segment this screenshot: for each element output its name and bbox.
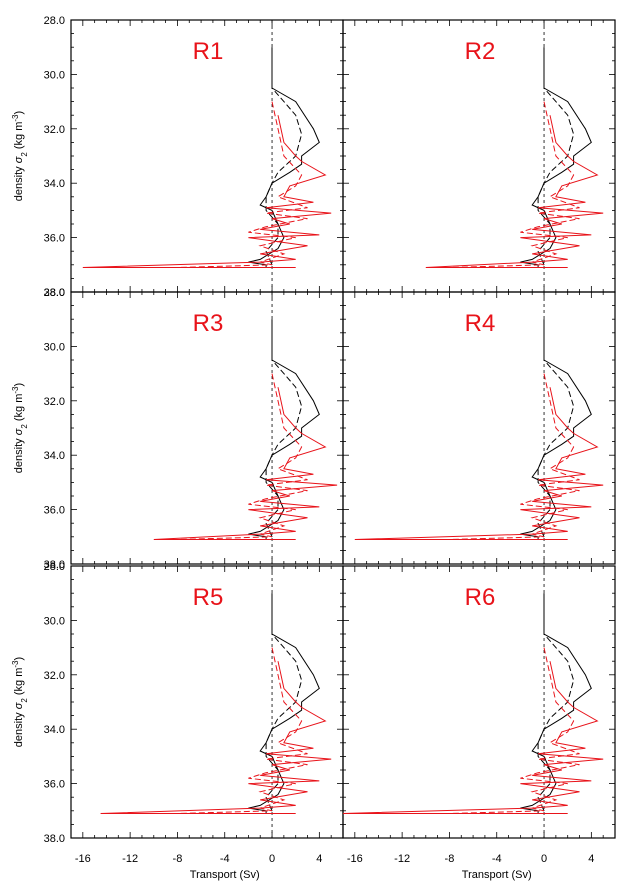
x-tick-label: 4 bbox=[588, 853, 594, 865]
panel-title: R5 bbox=[193, 584, 224, 611]
series-line-black-solid bbox=[248, 319, 320, 540]
panel-r5: 28.0 30.0 32.0 34.0 36.0 38.0 density σ2 (kg m… bbox=[11, 561, 344, 881]
series-line-red-dashed bbox=[177, 373, 308, 540]
y-tick-label: 34.0 bbox=[44, 178, 65, 190]
y-tick-label: 38.0 bbox=[44, 833, 65, 845]
y-tick-label: 36.0 bbox=[44, 233, 65, 245]
series-line-red-dashed bbox=[449, 373, 580, 540]
y-tick-label: 28.0 bbox=[44, 15, 65, 27]
panel-r2: R2 bbox=[342, 19, 616, 293]
series-line-black-dashed bbox=[537, 319, 575, 540]
panel-title: R3 bbox=[193, 310, 224, 337]
series-line-red-dashed bbox=[449, 101, 580, 268]
x-tick-label: 4 bbox=[316, 853, 322, 865]
y-tick-label: 34.0 bbox=[44, 724, 65, 736]
series-line-red-solid bbox=[100, 661, 332, 814]
panel-title: R2 bbox=[465, 38, 496, 65]
y-tick-label: 30.0 bbox=[44, 615, 65, 627]
y-tick-label: 36.0 bbox=[44, 779, 65, 791]
y-tick-label: 32.0 bbox=[44, 124, 65, 136]
x-tick-label: -4 bbox=[492, 853, 502, 865]
series-line-black-solid bbox=[248, 593, 320, 814]
panel-title: R4 bbox=[465, 310, 496, 337]
panel-r4: R4 bbox=[342, 291, 616, 565]
series-line-black-solid bbox=[520, 47, 592, 268]
y-tick-label: 30.0 bbox=[44, 69, 65, 81]
y-tick-label: 30.0 bbox=[44, 341, 65, 353]
series-line-red-dashed bbox=[449, 647, 580, 814]
panel-r3: 28.0 30.0 32.0 34.0 36.0 38.0 density σ2 (kg m… bbox=[11, 287, 344, 571]
y-tick-label: 32.0 bbox=[44, 396, 65, 408]
panel-title: R1 bbox=[193, 38, 224, 65]
y-tick-label: 28.0 bbox=[44, 287, 65, 299]
series-line-red-dashed bbox=[177, 101, 308, 268]
y-tick-label: 32.0 bbox=[44, 670, 65, 682]
x-tick-label: -8 bbox=[173, 853, 183, 865]
y-axis-label: density σ2 (kg m-3) bbox=[11, 111, 29, 201]
series-line-black-dashed bbox=[265, 593, 303, 814]
panel-title: R6 bbox=[465, 584, 496, 611]
series-line-red-solid bbox=[425, 115, 604, 268]
series-line-black-dashed bbox=[537, 593, 575, 814]
y-tick-label: 38.0 bbox=[44, 559, 65, 571]
series-line-red-dashed bbox=[177, 647, 308, 814]
y-tick-label: 38.0 bbox=[44, 287, 65, 299]
series-line-black-solid bbox=[248, 47, 320, 268]
series-line-red-solid bbox=[354, 387, 604, 540]
x-axis-label: Transport (Sv) bbox=[190, 869, 260, 881]
x-tick-label: -16 bbox=[75, 853, 91, 865]
series-line-red-solid bbox=[153, 387, 338, 540]
series-line-red-solid bbox=[82, 115, 332, 268]
y-axis-label: density σ2 (kg m-3) bbox=[11, 657, 29, 747]
x-tick-label: 0 bbox=[269, 853, 275, 865]
x-tick-label: -12 bbox=[394, 853, 410, 865]
series-line-black-dashed bbox=[537, 47, 575, 268]
x-axis-label: Transport (Sv) bbox=[462, 869, 532, 881]
y-tick-label: 36.0 bbox=[44, 505, 65, 517]
x-tick-label: -4 bbox=[220, 853, 230, 865]
x-tick-label: -12 bbox=[122, 853, 138, 865]
x-tick-label: -16 bbox=[347, 853, 363, 865]
y-axis-label: density σ2 (kg m-3) bbox=[11, 383, 29, 473]
x-tick-label: 0 bbox=[541, 853, 547, 865]
x-tick-label: -8 bbox=[445, 853, 455, 865]
panel-r1: 28.0 30.0 32.0 34.0 36.0 38.0 density σ2 (kg m… bbox=[11, 15, 344, 299]
panel-r6: -16 -12 -8 -4 0 4 Transport (Sv) R6 bbox=[342, 565, 616, 881]
y-tick-label: 34.0 bbox=[44, 450, 65, 462]
y-tick-label: 28.0 bbox=[44, 561, 65, 573]
series-line-black-dashed bbox=[265, 47, 303, 268]
series-line-red-solid bbox=[342, 661, 604, 814]
series-line-black-dashed bbox=[265, 319, 303, 540]
series-line-black-solid bbox=[520, 319, 592, 540]
series-line-black-solid bbox=[520, 593, 592, 814]
